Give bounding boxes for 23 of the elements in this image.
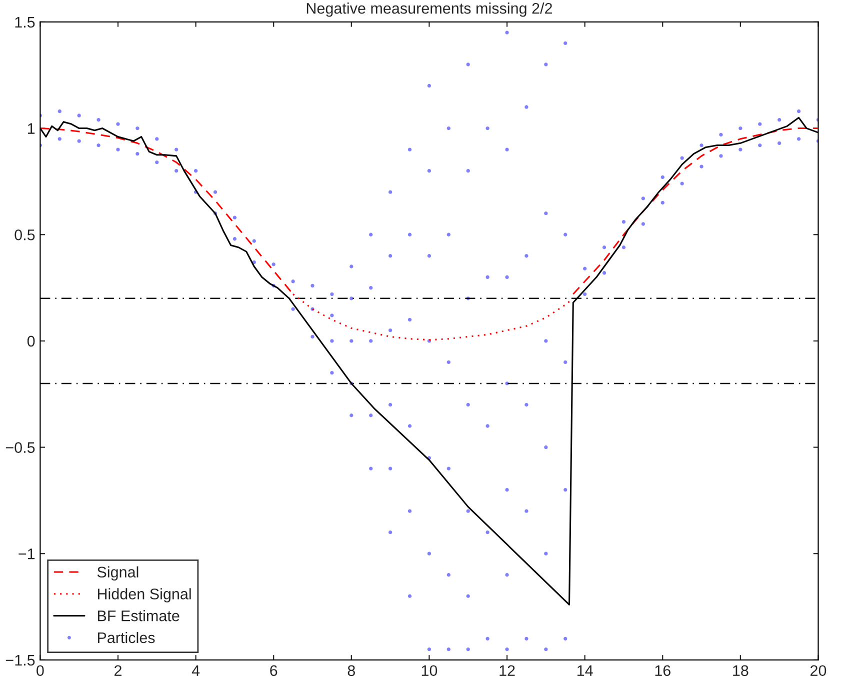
x-tick-label: 14 [577,665,593,676]
x-tick-label: 2 [114,665,122,676]
x-tick-label: 12 [500,665,515,676]
legend-label: Hidden Signal [98,588,191,602]
x-tick-label: 20 [810,665,826,676]
x-tick-label: 16 [655,665,670,676]
legend-label: Signal [97,566,138,581]
x-tick-label: 10 [422,665,438,676]
x-tick-label: 4 [192,665,200,676]
y-tick-label: −1 [18,548,35,560]
x-tick-label: 0 [36,665,44,676]
y-tick-label: 1.5 [15,16,35,28]
y-tick-label: 1 [28,123,35,134]
x-tick-label: 18 [733,665,748,676]
y-tick-label: −1.5 [6,654,35,666]
chart-title: Negative measurements missing 2/2 [306,2,552,17]
y-tick-label: −0.5 [6,442,35,453]
legend-label: BF Estimate [98,610,180,622]
x-tick-label: 8 [348,665,355,676]
y-tick-label: 0.5 [14,229,35,240]
legend-label: Particles [98,632,155,644]
y-tick-label: 0 [27,336,35,347]
x-tick-label: 6 [270,665,278,676]
